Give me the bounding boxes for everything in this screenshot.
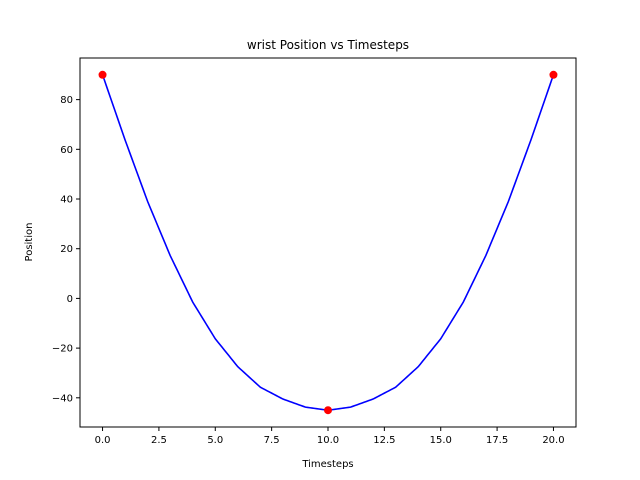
x-tick-label: 7.5 xyxy=(264,435,280,446)
y-tick-label: 0 xyxy=(67,294,73,305)
x-tick-label: 12.5 xyxy=(373,435,395,446)
plot-area xyxy=(98,70,558,415)
chart-title: wrist Position vs Timesteps xyxy=(247,38,409,52)
x-axis-title: Timesteps xyxy=(301,459,353,470)
x-tick-label: 15.0 xyxy=(430,435,452,446)
y-axis-title: Position xyxy=(24,223,35,262)
x-tick-label: 20.0 xyxy=(542,435,564,446)
y-tick-label: −20 xyxy=(52,344,73,355)
y-tick-label: −40 xyxy=(52,393,73,404)
data-point xyxy=(549,70,558,79)
y-tick-label: 40 xyxy=(60,195,73,206)
x-tick-label: 10.0 xyxy=(317,435,339,446)
y-tick-label: 60 xyxy=(60,145,73,156)
x-tick-label: 0.0 xyxy=(95,435,111,446)
x-tick-label: 5.0 xyxy=(207,435,223,446)
x-tick-label: 2.5 xyxy=(151,435,167,446)
y-tick-label: 80 xyxy=(60,95,73,106)
data-point xyxy=(98,70,107,79)
data-point xyxy=(324,406,332,415)
y-tick-label: 20 xyxy=(60,244,73,255)
x-tick-label: 17.5 xyxy=(486,435,508,446)
